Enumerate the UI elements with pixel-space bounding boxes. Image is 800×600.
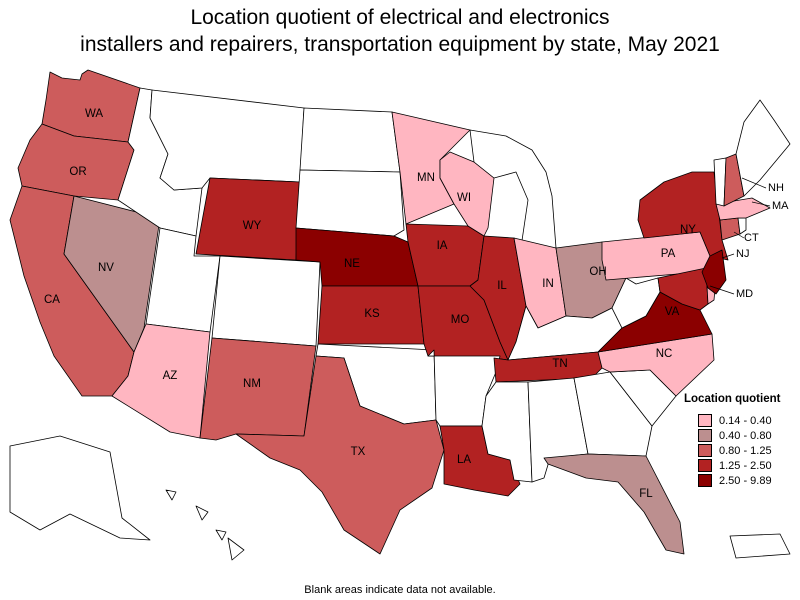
callout-label-md: MD [736,288,753,300]
callout-label-nh: NH [768,182,784,194]
callout-line-md [709,285,735,295]
legend-label-1: 0.14 - 0.40 [719,414,772,427]
state-label-az: AZ [163,370,178,382]
state-label-nm: NM [243,378,261,390]
legend-label-2: 0.40 - 0.80 [719,429,772,442]
state-label-ca: CA [44,294,60,306]
state-ga [573,371,653,457]
legend-row-2: 0.40 - 0.80 [684,428,796,443]
state-label-or: OR [69,166,86,178]
state-me [735,99,791,197]
callout-line-nh [741,177,767,189]
state-ct [719,217,741,241]
state-label-fl: FL [639,488,653,500]
title-line-1: Location quotient of electrical and elec… [190,6,610,29]
legend-row-5: 2.50 - 9.89 [684,473,796,488]
state-label-la: LA [457,454,471,466]
legend: Location quotient 0.14 - 0.40 0.40 - 0.8… [684,393,796,488]
state-ms [481,381,533,483]
state-label-mn: MN [417,172,435,184]
state-nd [299,107,401,173]
legend-row-4: 1.25 - 2.50 [684,458,796,473]
state-label-mo: MO [451,314,470,326]
callout-label-nj: NJ [736,248,749,260]
state-label-va: VA [665,306,680,318]
state-mt [149,89,305,191]
state-az [111,323,211,439]
state-tx [235,355,445,555]
legend-swatch-2 [698,429,712,442]
callout-label-ct: CT [744,232,759,244]
callout-line-ct [733,231,745,239]
legend-swatch-1 [698,414,712,427]
title-line-2: installers and repairers, transportation… [80,33,720,56]
legend-label-4: 1.25 - 2.50 [719,459,772,472]
state-label-ny: NY [680,224,696,236]
state-labels-layer: WA OR CA NV AZ NM TX WY NE KS IA MO IL MN WI IN OH PA NY VA… [44,108,696,500]
us-choropleth-map: WA OR CA NV AZ NM TX WY NE KS IA MO IL MN WI IN OH PA NY VA… [9,69,791,561]
map-title: Location quotient of electrical and elec… [0,4,800,58]
state-label-in: IN [542,278,554,290]
legend-row-1: 0.14 - 0.40 [684,413,796,428]
state-label-ks: KS [364,308,380,320]
state-nj [701,249,727,295]
state-pr [729,533,791,559]
state-wi [439,151,495,237]
state-label-ia: IA [437,240,448,252]
state-label-tx: TX [351,446,366,458]
state-hi [165,489,245,561]
state-label-oh: OH [589,266,606,278]
callout-line-nj [721,253,735,259]
callout-label-ma: MA [772,200,789,212]
callout-line-ma [751,201,771,207]
state-fl [543,453,685,555]
footnote: Blank areas indicate data not available. [304,584,496,596]
legend-swatch-3 [698,444,712,457]
state-ny [637,171,729,261]
state-label-ne: NE [344,258,360,270]
state-ia [405,223,485,287]
states-layer [9,69,791,561]
state-label-wy: WY [243,220,262,232]
state-label-wa: WA [85,108,103,120]
state-co [211,255,321,347]
state-wy [195,177,301,261]
legend-swatch-5 [698,474,712,487]
state-label-tn: TN [552,358,567,370]
state-label-nc: NC [656,348,673,360]
state-ak [9,435,151,541]
state-label-il: IL [497,280,507,292]
legend-title: Location quotient [684,393,781,405]
state-label-pa: PA [661,248,676,260]
legend-label-5: 2.50 - 9.89 [719,474,772,487]
state-sd [295,169,405,237]
legend-swatch-4 [698,459,712,472]
legend-row-3: 0.80 - 1.25 [684,443,796,458]
state-label-nv: NV [98,262,114,274]
state-label-wi: WI [457,192,471,204]
callout-labels-layer: NH MA CT NJ MD [709,177,789,300]
legend-label-3: 0.80 - 1.25 [719,444,772,457]
